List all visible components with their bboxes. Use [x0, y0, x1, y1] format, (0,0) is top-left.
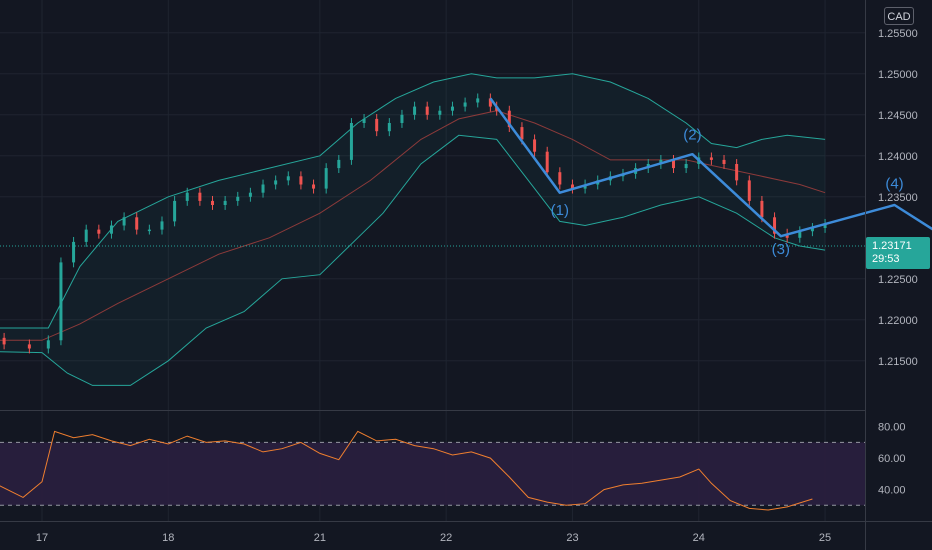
price-tick-label: 1.24000 — [878, 151, 918, 163]
price-axis[interactable]: 1.25500 1.25000 1.24500 1.24000 1.23500 1.225… — [878, 28, 918, 368]
rsi-band-fill — [0, 442, 865, 506]
candlesticks — [2, 93, 827, 354]
candle-body — [823, 223, 827, 228]
candle-body — [274, 180, 278, 185]
candle-body — [97, 229, 101, 234]
candle-body — [545, 151, 549, 173]
candle-body — [362, 118, 366, 123]
main-pane-bg — [0, 0, 865, 410]
price-tick-label: 1.24500 — [878, 110, 918, 122]
rsi-tick-label: 40.00 — [878, 485, 906, 497]
currency-badge[interactable]: CAD — [884, 7, 914, 25]
candle-body — [286, 176, 290, 181]
candle-body — [450, 106, 454, 111]
candle-body — [375, 118, 379, 132]
time-tick-label: 25 — [819, 532, 831, 544]
time-tick-label: 21 — [314, 532, 326, 544]
time-tick-label: 23 — [566, 532, 578, 544]
candle-body — [2, 337, 6, 345]
candle-body — [248, 192, 252, 197]
bar-countdown: 29:53 — [872, 253, 900, 265]
candle-body — [672, 159, 675, 169]
rsi-tick-label: 60.00 — [878, 453, 906, 465]
candle-body — [760, 200, 764, 218]
candle-body — [312, 184, 316, 189]
price-tick-label: 1.25000 — [878, 69, 918, 81]
candle-body — [476, 98, 480, 103]
rsi-axis[interactable]: 80.00 60.00 40.00 — [878, 422, 906, 497]
time-tick-label: 24 — [693, 532, 705, 544]
candle-body — [684, 164, 688, 169]
rsi-line — [0, 430, 813, 511]
candle-body — [533, 139, 537, 152]
wave-label-4: (4) — [885, 176, 903, 193]
candle-body — [27, 344, 31, 349]
candle-body — [810, 227, 814, 232]
candle-body — [349, 123, 353, 160]
rsi-series — [0, 430, 813, 511]
wave-label-2: (2) — [683, 126, 701, 143]
bollinger-fill — [0, 73, 826, 386]
candle-body — [488, 98, 492, 107]
bollinger-upper — [0, 73, 826, 329]
time-tick-label: 18 — [162, 532, 174, 544]
candle-body — [59, 262, 63, 341]
candle-body — [337, 159, 341, 169]
bollinger-lower — [0, 134, 826, 386]
wave-label-3: (3) — [772, 241, 790, 258]
candle-body — [773, 217, 777, 234]
candle-body — [261, 184, 265, 193]
last-price-value: 1.23171 — [872, 240, 912, 252]
candle-body — [324, 168, 328, 189]
candle-body — [722, 159, 726, 164]
candle-body — [507, 110, 511, 128]
time-axis[interactable]: 17 18 21 22 23 24 25 — [36, 532, 831, 544]
candle-body — [122, 217, 126, 226]
candle-body — [387, 123, 391, 132]
candle-body — [72, 241, 76, 263]
rsi-band — [0, 441, 865, 506]
candle-body — [173, 200, 177, 222]
candle-body — [747, 180, 751, 201]
candle-body — [570, 184, 574, 189]
candle-body — [84, 229, 88, 242]
price-tick-label: 1.22000 — [878, 315, 918, 327]
candle-body — [425, 106, 429, 115]
bollinger-bands — [0, 73, 826, 386]
price-tick-label: 1.25500 — [878, 28, 918, 40]
candle-body — [147, 229, 151, 232]
candle-body — [46, 340, 50, 349]
candle-body — [135, 217, 139, 230]
candle-body — [236, 196, 240, 201]
price-tick-label: 1.21500 — [878, 356, 918, 368]
time-tick-label: 22 — [440, 532, 452, 544]
elliott-wave: (1)(2)(3)(4)(5) — [489, 97, 932, 258]
candle-body — [438, 110, 442, 115]
candle-body — [520, 127, 524, 140]
time-tick-label: 17 — [36, 532, 48, 544]
candle-body — [198, 192, 202, 201]
price-tick-label: 1.23500 — [878, 192, 918, 204]
bollinger-basis — [0, 110, 826, 341]
price-tick-label: 1.22500 — [878, 274, 918, 286]
rsi-tick-label: 80.00 — [878, 422, 906, 434]
candle-body — [109, 225, 113, 234]
candle-body — [798, 231, 802, 238]
wave-line — [489, 97, 932, 238]
candle-body — [160, 221, 164, 230]
candle-body — [558, 172, 562, 185]
wave-label-1: (1) — [551, 202, 569, 219]
candle-body — [211, 200, 215, 205]
candle-body — [413, 106, 417, 115]
candle-body — [299, 176, 303, 185]
candle-body — [735, 164, 739, 181]
candle-body — [223, 200, 227, 205]
candle-body — [185, 192, 189, 201]
last-price-badge: 1.23171 29:53 — [866, 237, 930, 269]
candle-body — [709, 157, 713, 160]
candle-body — [659, 159, 663, 164]
candle-body — [463, 102, 467, 107]
candle-body — [400, 114, 404, 123]
